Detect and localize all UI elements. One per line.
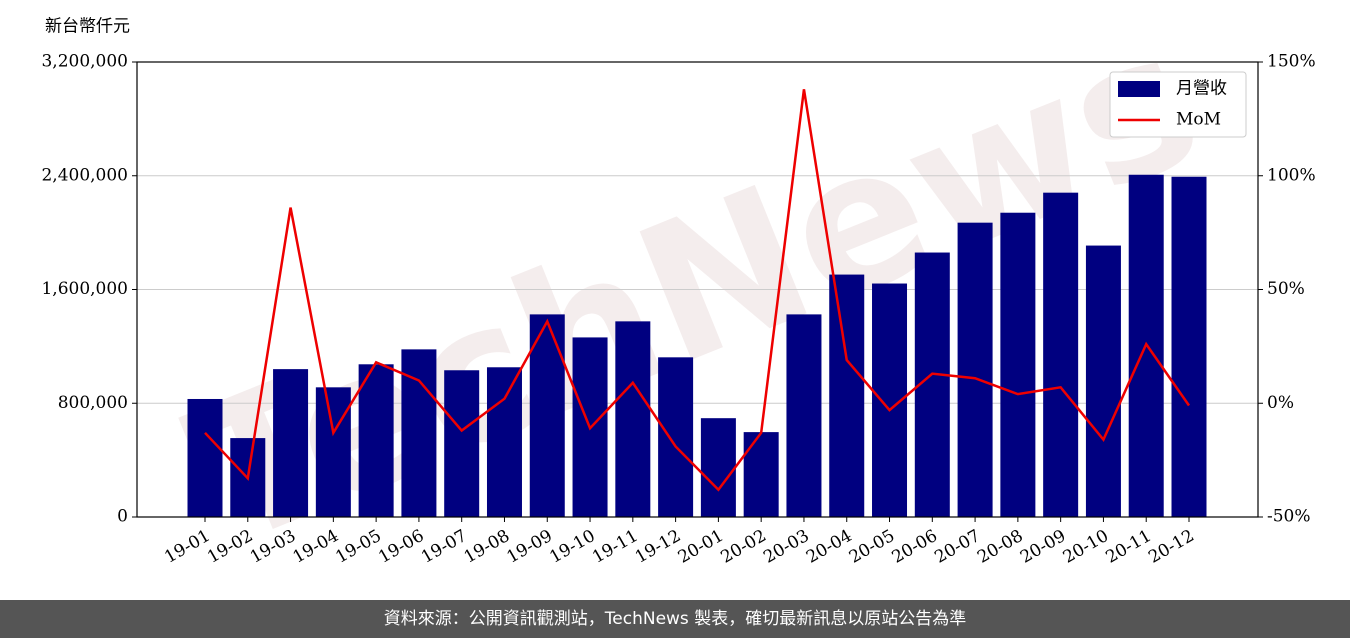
line <box>204 89 1191 492</box>
bar <box>1000 212 1036 517</box>
bar <box>957 222 993 517</box>
y-tick-label: 1,600,000 <box>41 279 128 299</box>
y2-tick-label: 50% <box>1267 279 1305 299</box>
x-tick-label: 19-10 <box>546 526 598 568</box>
bar <box>444 370 480 517</box>
x-tick-label: 19-09 <box>504 526 556 568</box>
x-tick-label: 20-06 <box>889 526 941 568</box>
x-tick-label: 20-12 <box>1145 526 1197 568</box>
y2-tick-label: 150% <box>1267 52 1316 72</box>
y2-tick-label: 100% <box>1267 165 1316 185</box>
y2-tick-label: -50% <box>1267 507 1311 527</box>
x-tick-label: 20-05 <box>846 526 898 568</box>
bar <box>615 321 651 517</box>
x-tick-label: 20-10 <box>1060 526 1112 568</box>
bar <box>829 274 865 517</box>
bar <box>315 387 351 517</box>
bar <box>273 369 309 517</box>
bar <box>658 357 694 517</box>
x-tick-label: 20-04 <box>803 526 855 568</box>
legend-label: 月營收 <box>1176 79 1227 99</box>
bar <box>786 314 822 517</box>
y-tick-label: 3,200,000 <box>41 52 128 72</box>
x-tick-label: 20-02 <box>717 526 769 568</box>
y-tick-label: 0 <box>117 507 128 527</box>
footer-text: 資料來源：公開資訊觀測站，TechNews 製表，確切最新訊息以原站公告為準 <box>384 609 966 629</box>
footer-bar <box>0 600 1350 638</box>
x-tick-label: 20-09 <box>1017 526 1069 568</box>
bar <box>700 418 736 517</box>
x-tick-label: 20-01 <box>675 526 727 568</box>
y2-tick-label: 0% <box>1267 393 1294 413</box>
y-axis-label: 新台幣仟元 <box>45 17 130 37</box>
x-tick-label: 20-08 <box>974 526 1026 568</box>
plot-frame <box>136 61 1259 518</box>
x-tick-label: 19-11 <box>589 526 641 568</box>
x-tick-label: 20-03 <box>760 526 812 568</box>
bar <box>1043 192 1079 517</box>
legend-label: MoM <box>1176 110 1221 130</box>
x-tick-label: 19-01 <box>161 526 213 568</box>
bar <box>486 367 522 517</box>
bar <box>401 349 437 517</box>
bar <box>358 364 394 517</box>
x-tick-label: 20-07 <box>931 526 983 568</box>
x-tick-label: 20-11 <box>1103 526 1155 568</box>
y-tick-label: 2,400,000 <box>41 165 128 185</box>
x-tick-label: 19-08 <box>461 526 513 568</box>
bar <box>1085 245 1121 517</box>
x-tick-label: 19-07 <box>418 526 470 568</box>
y-tick-label: 800,000 <box>58 393 128 413</box>
x-tick-label: 19-12 <box>632 526 684 568</box>
bar <box>1171 176 1207 518</box>
bar <box>187 398 223 517</box>
bar <box>743 432 779 517</box>
legend-swatch <box>1118 81 1160 97</box>
